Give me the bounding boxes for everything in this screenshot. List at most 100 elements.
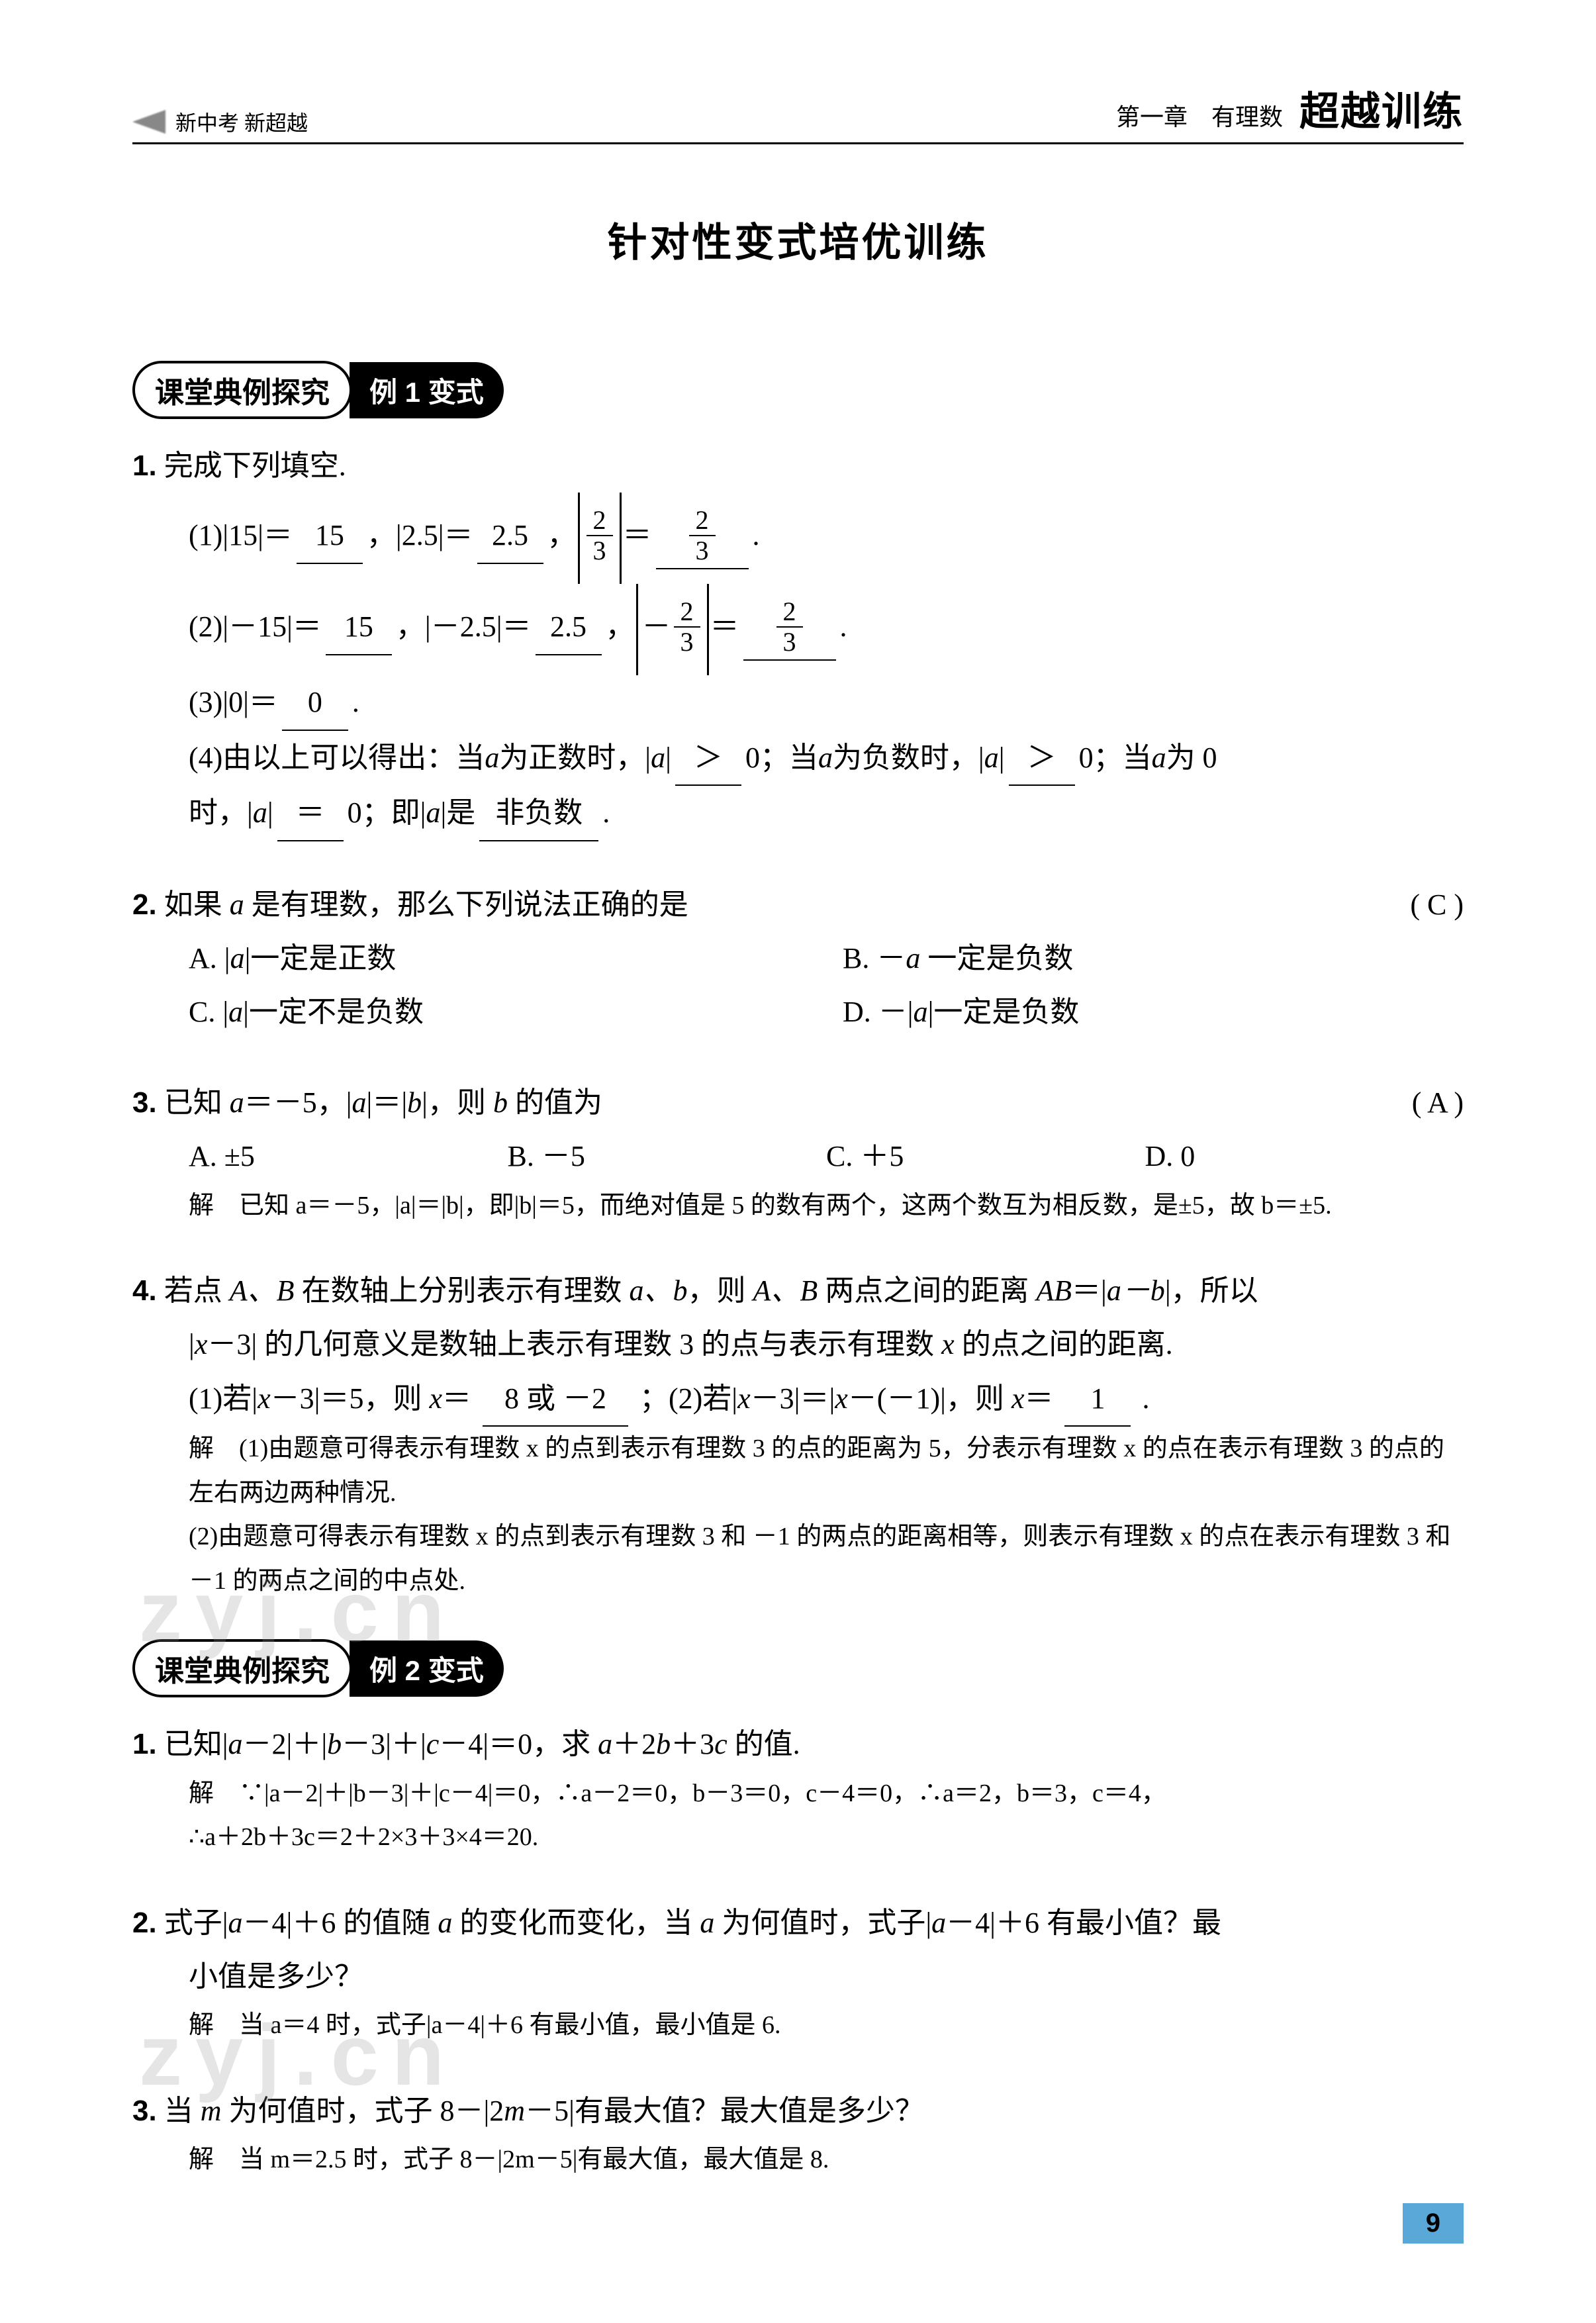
text: 的点之间的距离. [955, 1328, 1173, 1360]
var: a [253, 786, 267, 839]
text: . [602, 786, 610, 839]
opt-a: A. ±5 [189, 1129, 508, 1183]
explanation: 解 ∵|a－2|＋|b－3|＋|c－4|＝0，∴a－2＝0，b－3＝0，c－4＝… [132, 1772, 1464, 1816]
opt-b: B. －a 一定是负数 [843, 931, 1464, 985]
text: ，|－2.5|＝ [396, 600, 532, 653]
blank: 23 [743, 600, 836, 661]
var: a [230, 888, 244, 921]
s1-q1: 1. 完成下列填空. (1)|15|＝ 15 ，|2.5|＝ 2.5 ， 23 … [132, 439, 1464, 841]
text: 为正数时，| [499, 731, 651, 784]
text: 当 [164, 2095, 201, 2127]
text: 0；当 [1079, 731, 1152, 784]
text: |是 [440, 786, 475, 839]
text: (1)若| [189, 1382, 258, 1415]
var: b [656, 1728, 671, 1760]
text: －2|＋| [243, 1728, 328, 1760]
blank: 1 [1064, 1372, 1131, 1427]
abs: 23 [578, 493, 622, 584]
text: －4|＋6 有最小值？最 [946, 1907, 1221, 1939]
page-number: 9 [1403, 2203, 1464, 2244]
opt-c: C. |a|一定不是负数 [189, 985, 810, 1039]
section2-header: 课堂典例探究 例 2 变式 [132, 1639, 1464, 1697]
text: 一定是负数 [920, 942, 1073, 974]
text: －3|＝| [751, 1382, 835, 1415]
frac-den: 3 [689, 536, 716, 565]
blank: 15 [326, 600, 392, 655]
text: |，所以 [1165, 1274, 1258, 1307]
q-num: 2. [132, 888, 157, 921]
s1-q3: ( A ) 3. 已知 a＝－5，|a|＝|b|，则 b 的值为 A. ±5 B… [132, 1076, 1464, 1227]
section1-header: 课堂典例探究 例 1 变式 [132, 361, 1464, 419]
opt-c: C. ＋5 [826, 1129, 1145, 1183]
var: a [228, 1728, 243, 1760]
text: 已知| [164, 1728, 228, 1760]
var: x [737, 1382, 751, 1415]
var: A、B [753, 1274, 818, 1307]
text: ， [606, 600, 635, 653]
blank: ＞ [1009, 731, 1075, 786]
var: a [931, 1907, 946, 1939]
text: (2)|－15|＝ [189, 600, 322, 653]
s2-q3: 3. 当 m 为何值时，式子 8－|2m－5|有最大值？最大值是多少？ 解 当 … [132, 2084, 1464, 2182]
blank: 8 或 －2 [483, 1372, 628, 1427]
text: | [267, 786, 273, 839]
text: 时，| [189, 786, 253, 839]
text: |一定不是负数 [243, 996, 424, 1028]
text: | [665, 731, 671, 784]
var: x [941, 1328, 955, 1360]
text: ＝| [1072, 1274, 1107, 1307]
blank: 15 [297, 508, 363, 563]
opt-b: B. －5 [508, 1129, 827, 1183]
text: 在数轴上分别表示有理数 [294, 1274, 629, 1307]
var: a [598, 1728, 612, 1760]
page-header: 新中考 新超越 第一章 有理数 超越训练 [132, 79, 1464, 144]
arrow-icon [132, 110, 165, 134]
text: 的变化而变化，当 [452, 1907, 700, 1939]
q-num: 3. [132, 1086, 157, 1119]
text: ，则 [687, 1274, 753, 1307]
abs: －23 [636, 584, 709, 675]
blank: 23 [656, 508, 749, 569]
opt-d: D. －|a|一定是负数 [843, 985, 1464, 1039]
frac-num: 2 [776, 597, 803, 628]
s2-q2: 2. 式子|a－4|＋6 的值随 a 的变化而变化，当 a 为何值时，式子|a－… [132, 1896, 1464, 2048]
var: a－b [1107, 1274, 1165, 1307]
text: . [753, 508, 760, 562]
text: －3|＋| [342, 1728, 426, 1760]
explanation: ∴a＋2b＋3c＝2＋2×3＋3×4＝20. [132, 1815, 1464, 1860]
text: ＝ [442, 1382, 471, 1415]
line: 小值是多少？ [132, 1950, 1464, 2003]
text: －3| 的几何意义是数轴上表示有理数 3 的点与表示有理数 [207, 1328, 941, 1360]
var: a、b [629, 1274, 687, 1307]
explanation: (2)由题意可得表示有理数 x 的点到表示有理数 3 和 －1 的两点的距离相等… [132, 1515, 1464, 1603]
text: 的值. [728, 1728, 800, 1760]
var: b [407, 1086, 422, 1119]
explanation: 解 (1)由题意可得表示有理数 x 的点到表示有理数 3 的点的距离为 5，分表… [132, 1427, 1464, 1515]
var: a [818, 731, 833, 784]
blank: 2.5 [536, 600, 602, 655]
text: 式子| [164, 1907, 228, 1939]
text: 为 0 [1166, 731, 1217, 784]
text: 两点之间的距离 [818, 1274, 1036, 1307]
text: －5|有最大值？最大值是多少？ [525, 2095, 924, 2127]
s1-q2: ( C ) 2. 如果 a 是有理数，那么下列说法正确的是 A. |a|一定是正… [132, 878, 1464, 1039]
q-num: 4. [132, 1274, 157, 1307]
frac-den: 3 [674, 628, 700, 657]
section2-tag: 例 2 变式 [350, 1640, 504, 1697]
answer: ( C ) [1410, 878, 1464, 931]
brand-text: 超越训练 [1299, 79, 1464, 137]
text: |一定是正数 [245, 942, 397, 974]
var: a [651, 731, 665, 784]
text: (3)|0|＝ [189, 675, 278, 729]
text: . [840, 600, 847, 653]
s1-q4: 4. 若点 A、B 在数轴上分别表示有理数 a、b，则 A、B 两点之间的距离 … [132, 1264, 1464, 1603]
s2-q1: 1. 已知|a－2|＋|b－3|＋|c－4|＝0，求 a＋2b＋3c 的值. 解… [132, 1717, 1464, 1859]
explanation: 解 当 m＝2.5 时，式子 8－|2m－5|有最大值，最大值是 8. [132, 2138, 1464, 2182]
header-right: 第一章 有理数 超越训练 [1116, 79, 1464, 137]
header-left: 新中考 新超越 [132, 107, 308, 137]
q-num: 2. [132, 1907, 157, 1939]
text: (1)|15|＝ [189, 508, 293, 562]
text: 是有理数，那么下列说法正确的是 [244, 888, 688, 921]
text: ， [547, 508, 577, 562]
text: －(－1)|，则 [848, 1382, 1011, 1415]
